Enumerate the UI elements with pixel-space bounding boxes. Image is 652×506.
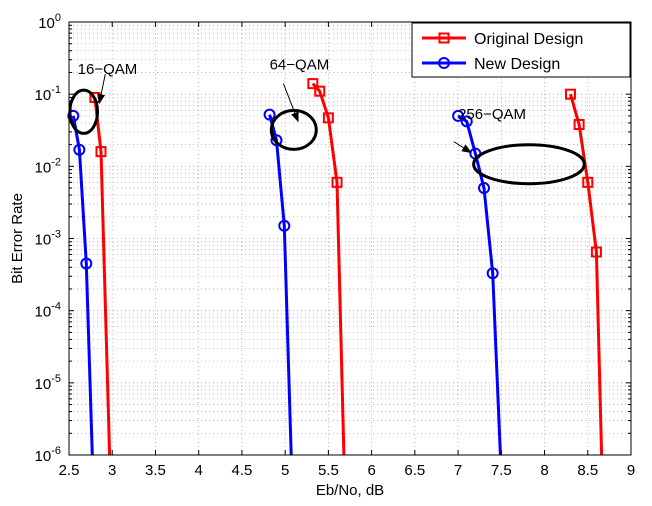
legend-item: Original Design: [422, 31, 583, 48]
legend-box: [411, 22, 631, 78]
grid: [69, 22, 631, 455]
circle-marker: [452, 109, 465, 122]
series-line: [569, 93, 604, 456]
circle-marker: [486, 267, 499, 280]
legend-label: Original Design: [474, 31, 583, 48]
annotation-arrow: [97, 73, 106, 105]
annotation-arrow: [453, 141, 472, 154]
annotation-label: 64−QAM: [270, 56, 330, 73]
y-tick-label: 10-1: [35, 84, 61, 104]
legend-item: New Design: [422, 56, 560, 73]
x-tick-label: 9: [627, 462, 635, 479]
tick-layer: 2.5 3 3.5 4 4.5 5 5.5 6 6.5 7 7.5 8 8.5 9 100 10-1 10-2 1…: [35, 12, 636, 479]
circle-marker: [478, 182, 491, 195]
circle-marker: [270, 134, 283, 147]
x-tick-label: 2.5: [59, 462, 80, 479]
square-marker: [582, 176, 594, 188]
square-marker: [307, 78, 319, 90]
circle-marker: [278, 219, 291, 232]
x-tick-label: 5: [281, 462, 289, 479]
qam-ellipse: [68, 88, 100, 135]
annotation-label: 256−QAM: [458, 106, 526, 123]
square-marker: [564, 88, 576, 100]
y-tick-label: 100: [38, 12, 61, 32]
legend-items: Original Design New Design: [422, 31, 583, 73]
x-tick-label: 4.5: [231, 462, 252, 479]
square-marker: [314, 85, 326, 97]
circle-marker: [263, 108, 276, 121]
square-marker: [95, 146, 107, 158]
square-marker: [438, 32, 450, 44]
annotation-64-qam: 64−QAM: [270, 56, 330, 151]
series-line: [268, 114, 293, 456]
circle-marker: [438, 57, 450, 69]
circle-marker: [73, 143, 86, 156]
x-tick-label: 8.5: [577, 462, 598, 479]
circle-marker: [67, 109, 80, 122]
y-tick-label: 10-2: [35, 156, 61, 176]
series-line: [311, 82, 346, 456]
square-marker: [322, 112, 334, 124]
annotation-256-qam: 256−QAM: [453, 106, 586, 186]
x-tick-label: 7.5: [491, 462, 512, 479]
y-tick-label: 10-4: [35, 301, 61, 321]
x-tick-label: 3: [108, 462, 116, 479]
annotation-16-qam: 16−QAM: [68, 61, 138, 135]
y-tick-label: 10-5: [35, 373, 61, 393]
square-marker: [331, 176, 343, 188]
annotation-arrow: [282, 83, 299, 123]
x-tick-label: 6.5: [404, 462, 425, 479]
legend-label: New Design: [474, 56, 560, 73]
x-axis-label: Eb/No, dB: [316, 482, 384, 499]
y-tick-label: 10-3: [35, 229, 61, 249]
y-tick-label: 10-6: [35, 445, 61, 465]
series-original-design: [89, 78, 604, 456]
y-axis-label: Bit Error Rate: [9, 193, 26, 284]
x-tick-label: 7: [454, 462, 462, 479]
x-tick-label: 3.5: [145, 462, 166, 479]
qam-ellipse: [472, 143, 586, 186]
series-line: [71, 115, 94, 456]
square-marker: [573, 118, 585, 130]
axis-labels: Eb/No, dB Bit Error Rate: [9, 193, 384, 499]
circle-marker: [460, 115, 473, 128]
x-tick-label: 4: [195, 462, 203, 479]
x-tick-label: 8: [540, 462, 548, 479]
annotation-label: 16−QAM: [78, 61, 138, 78]
x-tick-label: 6: [367, 462, 375, 479]
x-tick-label: 5.5: [318, 462, 339, 479]
circle-marker: [80, 257, 93, 270]
square-marker: [590, 246, 602, 258]
legend: Original Design New Design: [411, 22, 631, 78]
annotation-layer: 16−QAM 64−QAM 256−QAM: [68, 56, 586, 186]
series-line: [457, 114, 502, 456]
series-new-design: [67, 108, 502, 456]
